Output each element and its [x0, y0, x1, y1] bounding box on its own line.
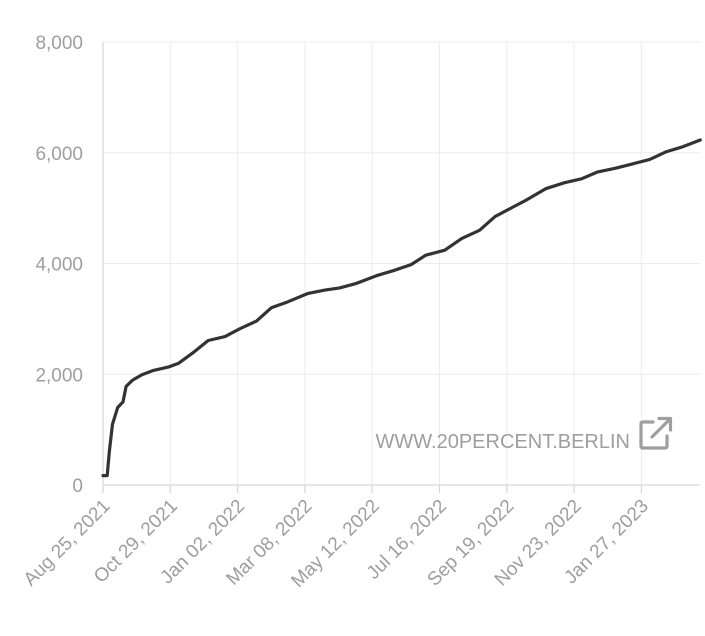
- series-line: [101, 138, 702, 478]
- series-layer: [101, 138, 702, 478]
- y-tick-label: 0: [72, 476, 83, 497]
- external-link-icon[interactable]: [639, 416, 673, 450]
- y-axis-labels: 0 2,000 4,000 6,000 8,000: [35, 33, 83, 497]
- y-tick-label: 8,000: [35, 33, 83, 54]
- watermark-link[interactable]: WWW.20PERCENT.BERLIN: [376, 416, 673, 454]
- grid-lines: [102, 41, 700, 493]
- y-tick-label: 6,000: [35, 144, 83, 165]
- y-tick-label: 2,000: [35, 365, 83, 386]
- watermark-text[interactable]: WWW.20PERCENT.BERLIN: [376, 431, 630, 453]
- y-tick-label: 4,000: [35, 255, 83, 276]
